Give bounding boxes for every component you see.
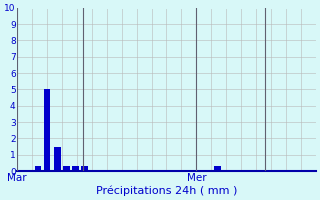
Bar	[63, 166, 70, 171]
Bar	[72, 166, 79, 171]
Bar	[35, 166, 41, 171]
Bar	[54, 147, 61, 171]
Bar	[44, 89, 50, 171]
Bar	[214, 166, 220, 171]
X-axis label: Précipitations 24h ( mm ): Précipitations 24h ( mm )	[96, 185, 237, 196]
Bar	[81, 166, 88, 171]
